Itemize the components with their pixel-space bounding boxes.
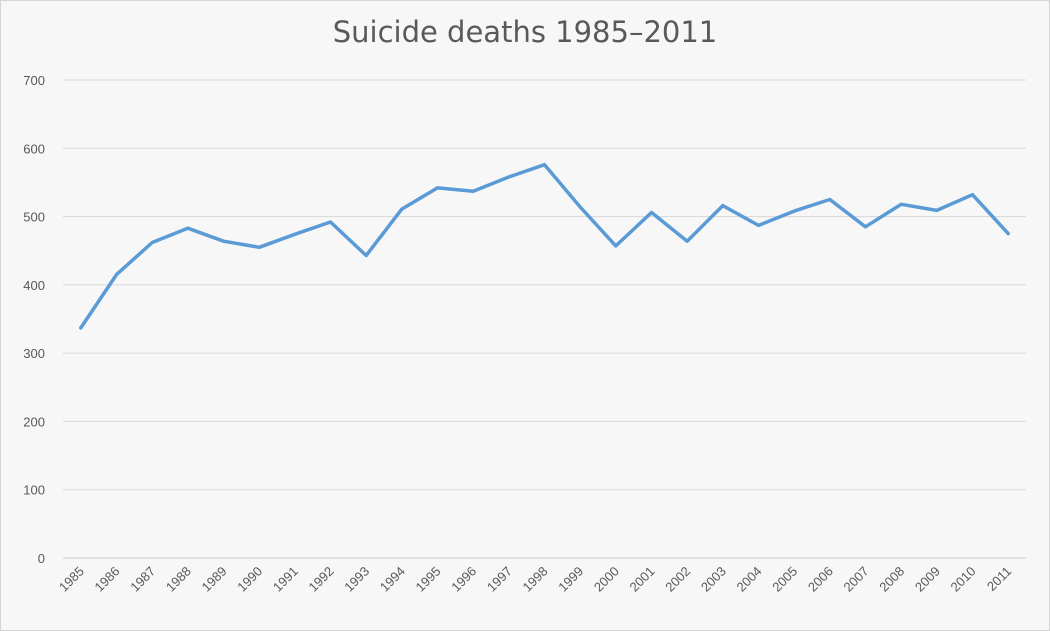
- data-point: [1006, 232, 1010, 236]
- y-tick-label: 200: [23, 414, 45, 429]
- data-point: [400, 207, 404, 211]
- data-point: [721, 204, 725, 208]
- chart-title: Suicide deaths 1985–2011: [332, 15, 718, 49]
- data-point: [543, 163, 546, 167]
- x-tick-label: 1989: [199, 564, 230, 595]
- x-tick-label: 1987: [127, 564, 158, 595]
- x-tick-label: 1996: [448, 564, 479, 595]
- x-tick-label: 2006: [805, 564, 836, 595]
- x-tick-label: 1986: [92, 564, 123, 595]
- y-tick-label: 400: [23, 278, 45, 293]
- x-tick-label: 2002: [662, 564, 693, 595]
- data-point: [436, 186, 439, 190]
- y-tick-label: 0: [38, 551, 45, 566]
- y-tick-label: 500: [23, 210, 45, 225]
- data-point: [864, 225, 867, 229]
- x-tick-label: 1990: [234, 564, 265, 595]
- x-tick-label: 1988: [163, 564, 194, 595]
- data-point: [79, 326, 83, 330]
- data-point: [757, 223, 760, 227]
- data-point: [792, 209, 796, 213]
- x-tick-label: 1995: [413, 564, 444, 595]
- x-tick-label: 2000: [591, 564, 622, 595]
- data-point: [507, 175, 511, 179]
- data-point: [186, 226, 190, 230]
- x-tick-label: 1994: [377, 564, 408, 595]
- x-tick-label: 2007: [841, 564, 872, 595]
- x-tick-label: 2008: [876, 564, 907, 595]
- x-tick-label: 1993: [341, 564, 372, 595]
- y-tick-label: 300: [23, 346, 45, 361]
- data-point: [150, 241, 154, 244]
- data-point: [828, 198, 832, 201]
- x-tick-label: 1997: [484, 564, 515, 595]
- x-tick-label: 2003: [698, 564, 729, 595]
- gridlines: [63, 79, 1026, 559]
- x-tick-label: 1991: [270, 564, 301, 595]
- x-tick-label: 2010: [948, 564, 979, 595]
- x-axis-ticks: 1985 1986 1987 1988 1989 1990 1991 1992 1993 1994…: [56, 564, 1014, 595]
- x-tick-label: 2011: [984, 564, 1014, 594]
- x-tick-label: 2009: [912, 564, 943, 595]
- x-tick-label: 1992: [306, 564, 337, 595]
- y-tick-label: 100: [23, 483, 45, 498]
- data-point: [578, 205, 582, 209]
- data-point: [971, 193, 974, 197]
- data-point: [614, 244, 618, 248]
- x-tick-label: 2001: [627, 564, 658, 595]
- data-point: [293, 232, 297, 236]
- series-layer: [79, 162, 1010, 330]
- data-point: [685, 239, 689, 243]
- data-point: [471, 189, 475, 193]
- data-point: [257, 245, 261, 249]
- x-tick-label: 2005: [769, 564, 800, 595]
- y-tick-label: 700: [23, 73, 45, 88]
- data-point: [650, 211, 653, 214]
- data-point: [222, 239, 225, 243]
- x-tick-label: 1998: [520, 564, 551, 595]
- data-point: [899, 202, 903, 206]
- x-tick-label: 2004: [734, 564, 765, 595]
- y-axis-ticks: 0 100 200 300 400 500 600 700: [23, 73, 45, 566]
- data-point: [935, 208, 939, 212]
- y-tick-label: 600: [23, 141, 45, 156]
- series-line: [79, 162, 1010, 330]
- x-tick-label: 1985: [56, 564, 87, 595]
- data-point: [115, 273, 118, 277]
- x-tick-label: 1999: [555, 564, 586, 595]
- data-point: [329, 220, 332, 224]
- data-point: [364, 254, 368, 257]
